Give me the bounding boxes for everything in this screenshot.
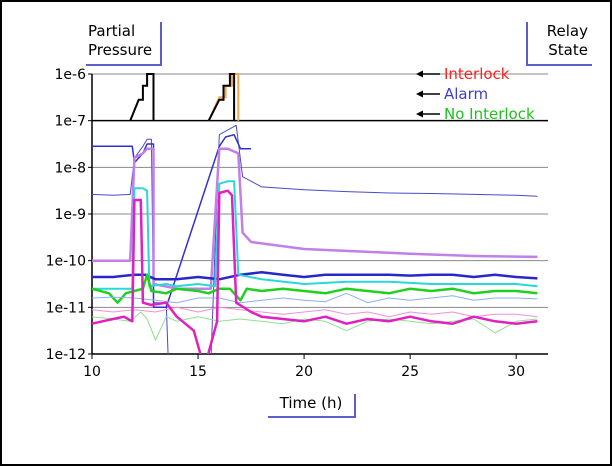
series-line-8 [92, 311, 538, 341]
series-line-6 [92, 292, 538, 304]
relay-trace-2 [207, 73, 236, 122]
relay-state-label-text: Relay State [546, 22, 588, 59]
y-tick-label: 1e-8 [55, 160, 86, 176]
y-tick-label: 1e-11 [46, 300, 86, 316]
y-axis-label-text: Partial Pressure [88, 22, 153, 59]
x-tick-label: 20 [295, 364, 313, 380]
x-axis-label: Time (h) [268, 394, 356, 418]
y-tick-label: 1e-6 [55, 67, 87, 83]
legend-arrow-head [416, 70, 423, 78]
series-line-4 [92, 180, 538, 290]
x-tick-label: 15 [189, 364, 207, 380]
series-line-3 [92, 271, 538, 281]
y-tick-label: 1e-7 [55, 114, 86, 130]
legend-label-no-interlock: No Interlock [444, 105, 535, 123]
y-axis-label: Partial Pressure [86, 22, 162, 66]
legend-arrow-head [416, 90, 423, 98]
y-tick-label: 1e-12 [46, 347, 86, 363]
x-tick-label: 25 [401, 364, 419, 380]
legend-label-alarm: Alarm [444, 85, 488, 103]
x-tick-label: 30 [507, 364, 525, 380]
series-line-0 [92, 124, 538, 354]
series-line-9 [92, 189, 538, 354]
y-tick-label: 1e-9 [55, 207, 86, 223]
series-line-7 [92, 306, 538, 318]
legend-arrow-head [416, 110, 423, 118]
y-tick-label: 1e-10 [46, 254, 86, 270]
x-axis-label-text: Time (h) [279, 394, 343, 412]
relay-trace-0 [129, 73, 155, 122]
legend-label-interlock: Interlock [444, 65, 510, 83]
x-tick-label: 10 [83, 364, 101, 380]
series-line-1 [92, 133, 252, 309]
relay-state-label: Relay State [526, 22, 592, 66]
series-line-2 [92, 147, 538, 290]
